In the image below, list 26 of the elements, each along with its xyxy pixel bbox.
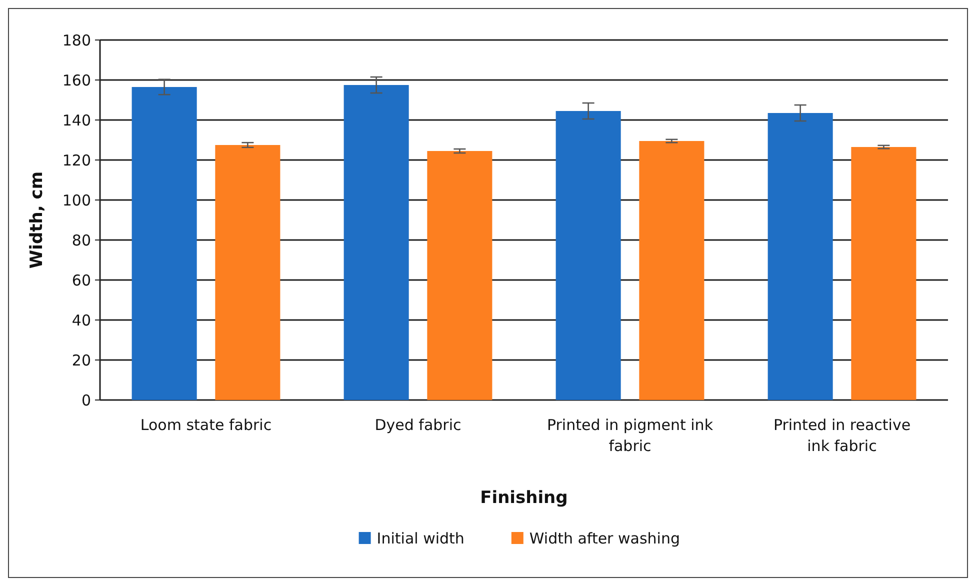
bar (132, 87, 197, 400)
y-axis-title: Width, cm (27, 171, 47, 269)
y-tick-label: 120 (62, 151, 91, 170)
x-tick-label: Printed in reactive ink fabric (773, 416, 911, 455)
y-tick-label: 140 (62, 111, 91, 130)
x-tick-label: Loom state fabric (140, 416, 272, 434)
legend-label: Initial width (376, 529, 464, 548)
x-tick-label: Dyed fabric (374, 416, 462, 434)
x-tick-label: Printed in pigment ink fabric (546, 416, 714, 455)
y-tick-label: 60 (72, 271, 91, 290)
legend-label: Width after washing (529, 529, 680, 548)
y-tick-label: 20 (72, 351, 91, 370)
y-tick-label: 160 (62, 71, 91, 90)
bar (344, 85, 409, 400)
y-tick-label: 40 (72, 311, 91, 330)
y-tick-label: 100 (62, 191, 91, 210)
y-tick-label: 180 (62, 31, 91, 50)
bar (768, 113, 833, 400)
bar (851, 147, 916, 400)
y-tick-label: 80 (72, 231, 91, 250)
bar (215, 145, 280, 400)
bar (427, 151, 492, 400)
bar (639, 141, 704, 400)
bar (556, 111, 621, 400)
x-axis-title: Finishing (480, 488, 568, 508)
y-tick-label: 0 (81, 391, 91, 410)
